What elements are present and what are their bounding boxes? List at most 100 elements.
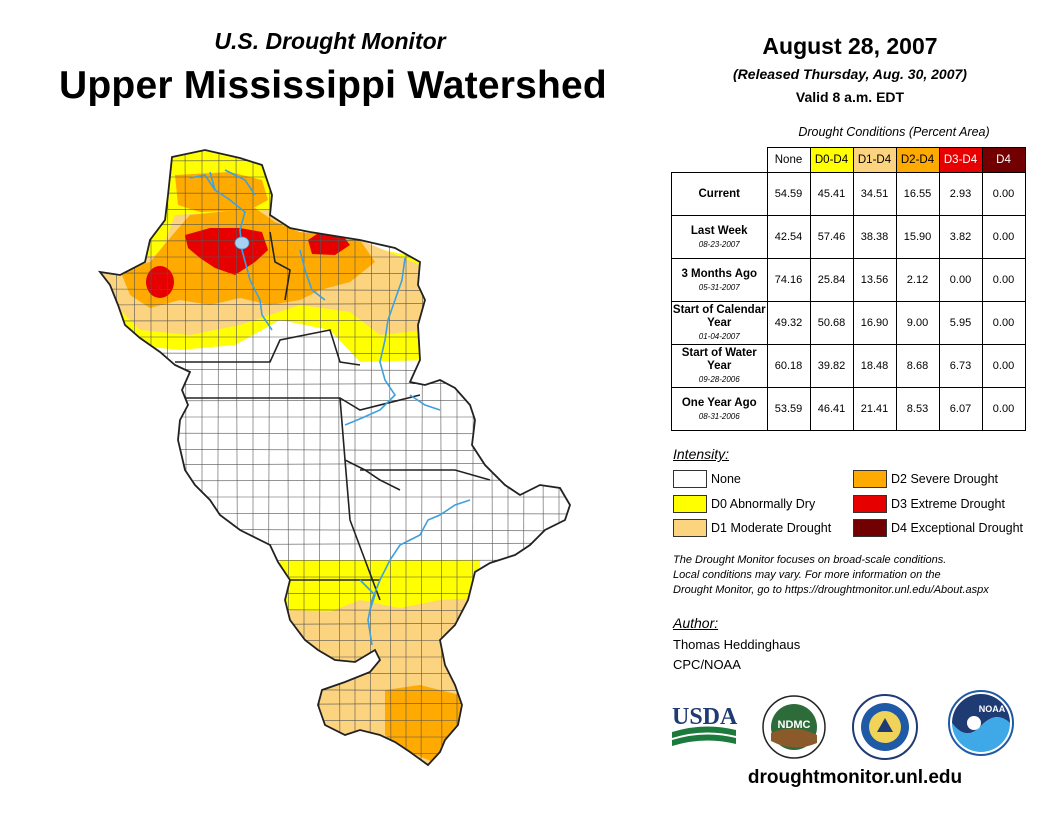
column-header-d4: D4 bbox=[981, 147, 1026, 173]
legend-label: None bbox=[711, 472, 741, 486]
valid-time: Valid 8 a.m. EDT bbox=[795, 89, 905, 105]
table-cell: 0.00 bbox=[981, 172, 1026, 216]
table-cell: 8.68 bbox=[895, 344, 940, 388]
drought-monitor-note: The Drought Monitor focuses on broad-sca… bbox=[673, 553, 1043, 598]
table-cell: 0.00 bbox=[981, 301, 1026, 345]
table-cell: 0.00 bbox=[938, 258, 983, 302]
row-label-text: One Year Ago bbox=[681, 396, 757, 409]
row-label-text: Start of Water Year bbox=[681, 347, 757, 372]
row-label: Last Week 08-23-2007 bbox=[671, 215, 768, 259]
row-label-text: 3 Months Ago bbox=[681, 267, 758, 280]
legend-swatch bbox=[853, 519, 887, 537]
legend-title: Intensity: bbox=[673, 446, 730, 462]
table-cell: 42.54 bbox=[766, 215, 811, 259]
column-header-d0-d4: D0-D4 bbox=[809, 147, 854, 173]
table-cell: 0.00 bbox=[981, 344, 1026, 388]
table-cell: 21.41 bbox=[852, 387, 897, 431]
usda-logo-text: USDA bbox=[672, 704, 738, 730]
legend-label: D0 Abnormally Dry bbox=[711, 497, 816, 511]
table-cell: 50.68 bbox=[809, 301, 854, 345]
noaa-logo-text: NOAA bbox=[979, 704, 1006, 714]
map-subtitle: U.S. Drought Monitor bbox=[214, 28, 446, 54]
table-cell: 13.56 bbox=[852, 258, 897, 302]
column-header-none: None bbox=[766, 147, 811, 173]
author-org: CPC/NOAA bbox=[673, 657, 741, 672]
table-cell: 16.55 bbox=[895, 172, 940, 216]
row-date: 08-23-2007 bbox=[698, 239, 740, 249]
row-label: Start of Calendar Year 01-04-2007 bbox=[671, 301, 768, 345]
ndmc-logo: NDMC bbox=[762, 695, 826, 759]
table-cell: 15.90 bbox=[895, 215, 940, 259]
table-cell: 9.00 bbox=[895, 301, 940, 345]
author-name: Thomas Heddinghaus bbox=[673, 637, 801, 652]
table-row: Current 54.59 45.41 34.51 16.55 2.93 0.0… bbox=[671, 172, 1026, 216]
legend-swatch bbox=[673, 495, 707, 513]
table-cell: 49.32 bbox=[766, 301, 811, 345]
row-label-text: Current bbox=[698, 187, 741, 200]
legend-swatch bbox=[853, 495, 887, 513]
table-cell: 54.59 bbox=[766, 172, 811, 216]
row-label: One Year Ago 08-31-2006 bbox=[671, 387, 768, 431]
table-row: Start of Calendar Year 01-04-2007 49.32 5… bbox=[671, 301, 1026, 345]
table-cell: 39.82 bbox=[809, 344, 854, 388]
note-line: Local conditions may vary. For more info… bbox=[673, 569, 941, 581]
row-label: Start of Water Year 09-28-2006 bbox=[671, 344, 768, 388]
legend-swatch bbox=[673, 470, 707, 488]
table-cell: 0.00 bbox=[981, 215, 1026, 259]
table-cell: 53.59 bbox=[766, 387, 811, 431]
legend-swatch bbox=[853, 470, 887, 488]
column-header-d2-d4: D2-D4 bbox=[895, 147, 940, 173]
legend-swatch bbox=[673, 519, 707, 537]
column-header-d3-d4: D3-D4 bbox=[938, 147, 983, 173]
table-row: Start of Water Year 09-28-2006 60.18 39.8… bbox=[671, 344, 1026, 388]
table-row: 3 Months Ago 05-31-2007 74.16 25.84 13.56… bbox=[671, 258, 1026, 302]
table-cell: 6.73 bbox=[938, 344, 983, 388]
noaa-logo: NOAA bbox=[948, 690, 1014, 756]
legend-label: D4 Exceptional Drought bbox=[891, 521, 1024, 535]
row-label-text: Last Week bbox=[690, 224, 748, 237]
table-caption: Drought Conditions (Percent Area) bbox=[798, 125, 990, 139]
table-row: Last Week 08-23-2007 42.54 57.46 38.38 15… bbox=[671, 215, 1026, 259]
usda-logo: USDA bbox=[672, 704, 738, 746]
table-cell: 2.93 bbox=[938, 172, 983, 216]
table-cell: 45.41 bbox=[809, 172, 854, 216]
table-corner bbox=[672, 148, 768, 173]
table-cell: 74.16 bbox=[766, 258, 811, 302]
map-date: August 28, 2007 bbox=[762, 33, 938, 59]
table-cell: 38.38 bbox=[852, 215, 897, 259]
row-date: 01-04-2007 bbox=[698, 332, 740, 341]
table-cell: 3.82 bbox=[938, 215, 983, 259]
row-label: Current bbox=[671, 172, 768, 216]
table-cell: 16.90 bbox=[852, 301, 897, 345]
table-header-row: None D0-D4 D1-D4 D2-D4 D3-D4 D4 bbox=[672, 147, 1026, 173]
row-label: 3 Months Ago 05-31-2007 bbox=[671, 258, 768, 302]
row-date: 09-28-2006 bbox=[698, 375, 740, 384]
table-cell: 25.84 bbox=[809, 258, 854, 302]
table-cell: 46.41 bbox=[809, 387, 854, 431]
commerce-seal-logo bbox=[852, 694, 918, 760]
table-cell: 57.46 bbox=[809, 215, 854, 259]
author-heading: Author: bbox=[673, 615, 719, 631]
row-label-text: Start of Calendar Year bbox=[672, 304, 766, 329]
note-line: The Drought Monitor focuses on broad-sca… bbox=[673, 554, 947, 566]
table-cell: 18.48 bbox=[852, 344, 897, 388]
table-cell: 0.00 bbox=[981, 258, 1026, 302]
table-cell: 60.18 bbox=[766, 344, 811, 388]
row-date: 05-31-2007 bbox=[698, 282, 740, 292]
table-cell: 2.12 bbox=[895, 258, 940, 302]
table-cell: 8.53 bbox=[895, 387, 940, 431]
table-cell: 6.07 bbox=[938, 387, 983, 431]
table-cell: 0.00 bbox=[981, 387, 1026, 431]
ndmc-logo-text: NDMC bbox=[778, 719, 811, 731]
map-title: Upper Mississippi Watershed bbox=[59, 64, 607, 107]
footer-url[interactable]: droughtmonitor.unl.edu bbox=[747, 767, 963, 788]
table-row: One Year Ago 08-31-2006 53.59 46.41 21.41… bbox=[671, 387, 1026, 431]
table-cell: 5.95 bbox=[938, 301, 983, 345]
legend-label: D3 Extreme Drought bbox=[891, 497, 1005, 511]
column-header-d1-d4: D1-D4 bbox=[852, 147, 897, 173]
legend-label: D1 Moderate Drought bbox=[711, 521, 832, 535]
table-cell: 34.51 bbox=[852, 172, 897, 216]
row-date: 08-31-2006 bbox=[698, 411, 740, 421]
release-date: (Released Thursday, Aug. 30, 2007) bbox=[733, 66, 967, 82]
drought-map bbox=[99, 149, 571, 766]
